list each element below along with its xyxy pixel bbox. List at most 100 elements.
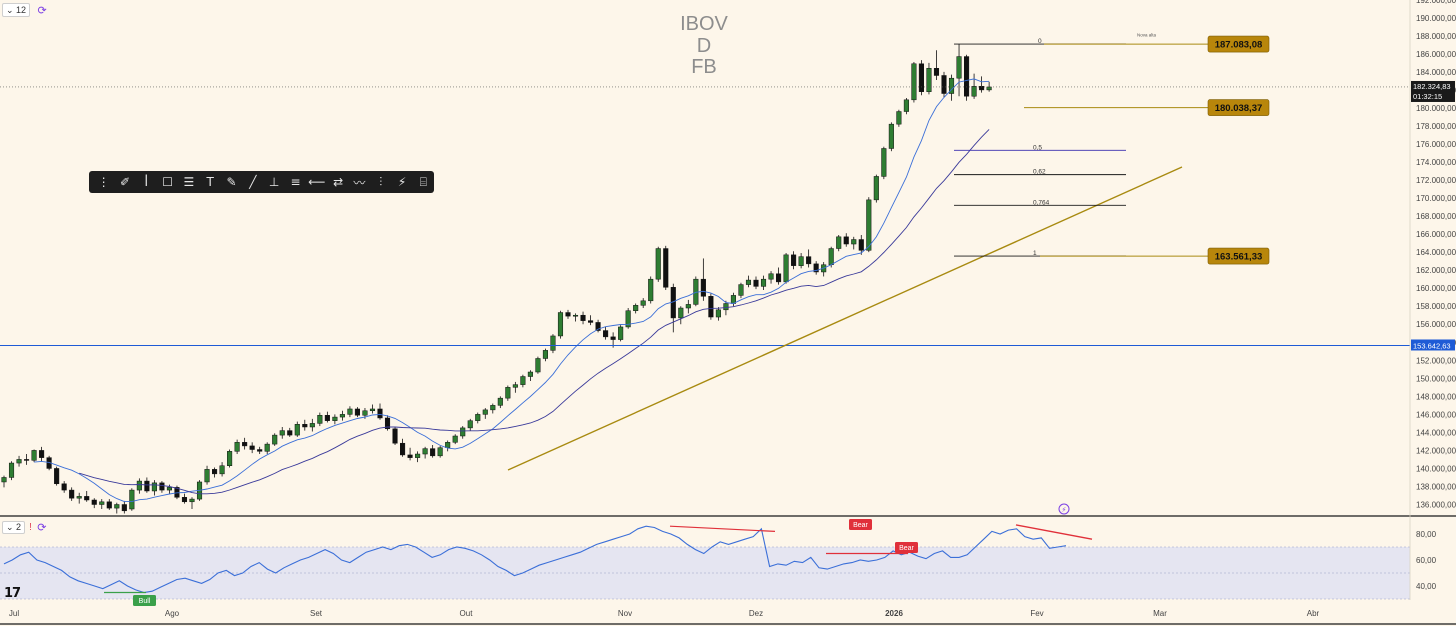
bear-candle [407,454,413,458]
bear-tag-label: Bear [853,522,868,529]
bear-candle [603,330,609,338]
price-tag-label: 180.038,37 [1215,103,1263,114]
bull-candle [445,442,451,448]
bull-candle [633,305,639,311]
measure-icon[interactable]: ⊥ [268,175,280,189]
text-icon[interactable]: T [206,175,214,189]
bull-candle [926,68,932,92]
ray-icon[interactable]: ╱ [249,175,257,189]
bull-candle [166,487,172,491]
time-tick-label: Dez [749,609,763,618]
rectangle-icon[interactable]: ☐ [162,175,173,189]
pane2-badge[interactable]: ⌄ 2 [2,521,26,534]
bull-candle [317,415,323,424]
trendline [507,166,1183,471]
bull-candle [437,447,443,457]
bear-candle [933,68,940,76]
bear-candle [287,430,293,436]
magic-wand-icon[interactable]: ⚡ [397,175,407,189]
bear-divergence-line [669,525,776,532]
sync-icon-2[interactable]: ⟳ [37,522,47,534]
bear-tag-box [895,542,918,553]
bull-candle [535,358,541,373]
bull-candle [475,414,481,421]
interval-badge[interactable]: ⌄ 12 [2,3,31,17]
tradingview-logo-icon: 17 [4,586,21,601]
bull-candle [836,236,842,249]
price-tick-label: 146.000,00 [1416,410,1456,419]
price-tick-label: 186.000,00 [1416,50,1456,59]
rsi-tick-label: 40,00 [1416,582,1437,591]
rsi-line [3,525,1067,594]
fib-level-ratio: 0,62 [1033,169,1046,176]
bull-candle [896,111,902,125]
range-icon[interactable]: ⇄ [333,175,344,189]
zigzag-icon[interactable]: 〰 [353,175,366,190]
template-icon[interactable]: ⌸ [419,174,427,189]
bull-candle [497,397,503,406]
bear-candle [181,497,188,503]
bull-candle [8,462,15,478]
arrow-left-icon[interactable]: ⟵ [308,175,326,189]
bear-candle [91,499,97,505]
bull-candle [1,477,7,483]
time-tick-label: Jul [9,609,19,618]
price-tick-label: 178.000,00 [1416,122,1456,131]
time-tick-label: Mar [1153,609,1167,618]
bear-candle [964,56,970,97]
watermark-symbol: IBOV [680,13,728,35]
fib-level-ratio: 0,764 [1033,199,1050,206]
bull-candle [76,496,82,499]
price-tick-label: 158.000,00 [1416,302,1456,311]
bull-candle [542,350,548,359]
bear-candle [588,320,594,323]
bear-divergence-line [1015,524,1093,540]
price-tick-label: 168.000,00 [1416,212,1456,221]
bear-candle [843,236,849,245]
bull-candle [948,77,955,94]
brush-icon[interactable]: ✐ [119,175,130,189]
bear-candle [708,296,714,318]
price-tag-label: 187.083,08 [1215,40,1263,51]
bull-candle [866,199,872,251]
drawing-toolbar[interactable]: ⋮ ✐ ꟾ ☐ ☰ T ✎ ╱ ⊥ ≡ ⟵ ⇄ 〰 ⫶ ⚡ ⌸ [89,171,434,193]
price-tick-label: 138.000,00 [1416,482,1456,491]
path-icon[interactable]: ✎ [226,175,237,189]
bull-candle [272,434,278,445]
channel-icon[interactable]: ☰ [183,175,195,189]
price-tick-label: 180.000,00 [1416,104,1456,113]
fib-icon[interactable]: ꟾ [144,175,149,189]
time-tick-label: Fev [1030,609,1043,618]
bear-candle [858,239,864,251]
time-tick-label: Set [310,609,323,618]
horizontal-lines-icon[interactable]: ≡ [290,175,301,189]
bull-candle [309,423,315,428]
bear-candle [918,63,924,92]
bull-candle [911,63,917,101]
price-tick-label: 170.000,00 [1416,194,1456,203]
bull-candle [851,239,857,245]
bull-candle [422,448,428,455]
price-tick-label: 164.000,00 [1416,248,1456,257]
bear-candle [24,459,30,461]
price-tick-label: 192.000,00 [1416,0,1456,5]
warning-icon[interactable]: ! [29,522,32,533]
price-tick-label: 162.000,00 [1416,266,1456,275]
projection-icon[interactable]: ⫶ [379,174,383,189]
sync-icon[interactable]: ⟳ [37,4,47,17]
bull-candle [505,387,511,399]
blue-level-label: 153.642,63 [1413,341,1451,350]
bull-candle [227,451,233,466]
drag-handle-icon[interactable]: ⋮ [97,175,110,189]
time-tick-label: Out [460,609,474,618]
bull-candle [460,427,466,437]
interval-badge-label: 12 [16,5,27,15]
time-tick-label: Abr [1307,609,1320,618]
bull-candle [648,278,654,302]
time-tick-label: Ago [165,609,180,618]
bull-candle [151,482,157,492]
lightning-glyph: ⚡ [1062,506,1067,514]
price-tick-label: 176.000,00 [1416,140,1456,149]
